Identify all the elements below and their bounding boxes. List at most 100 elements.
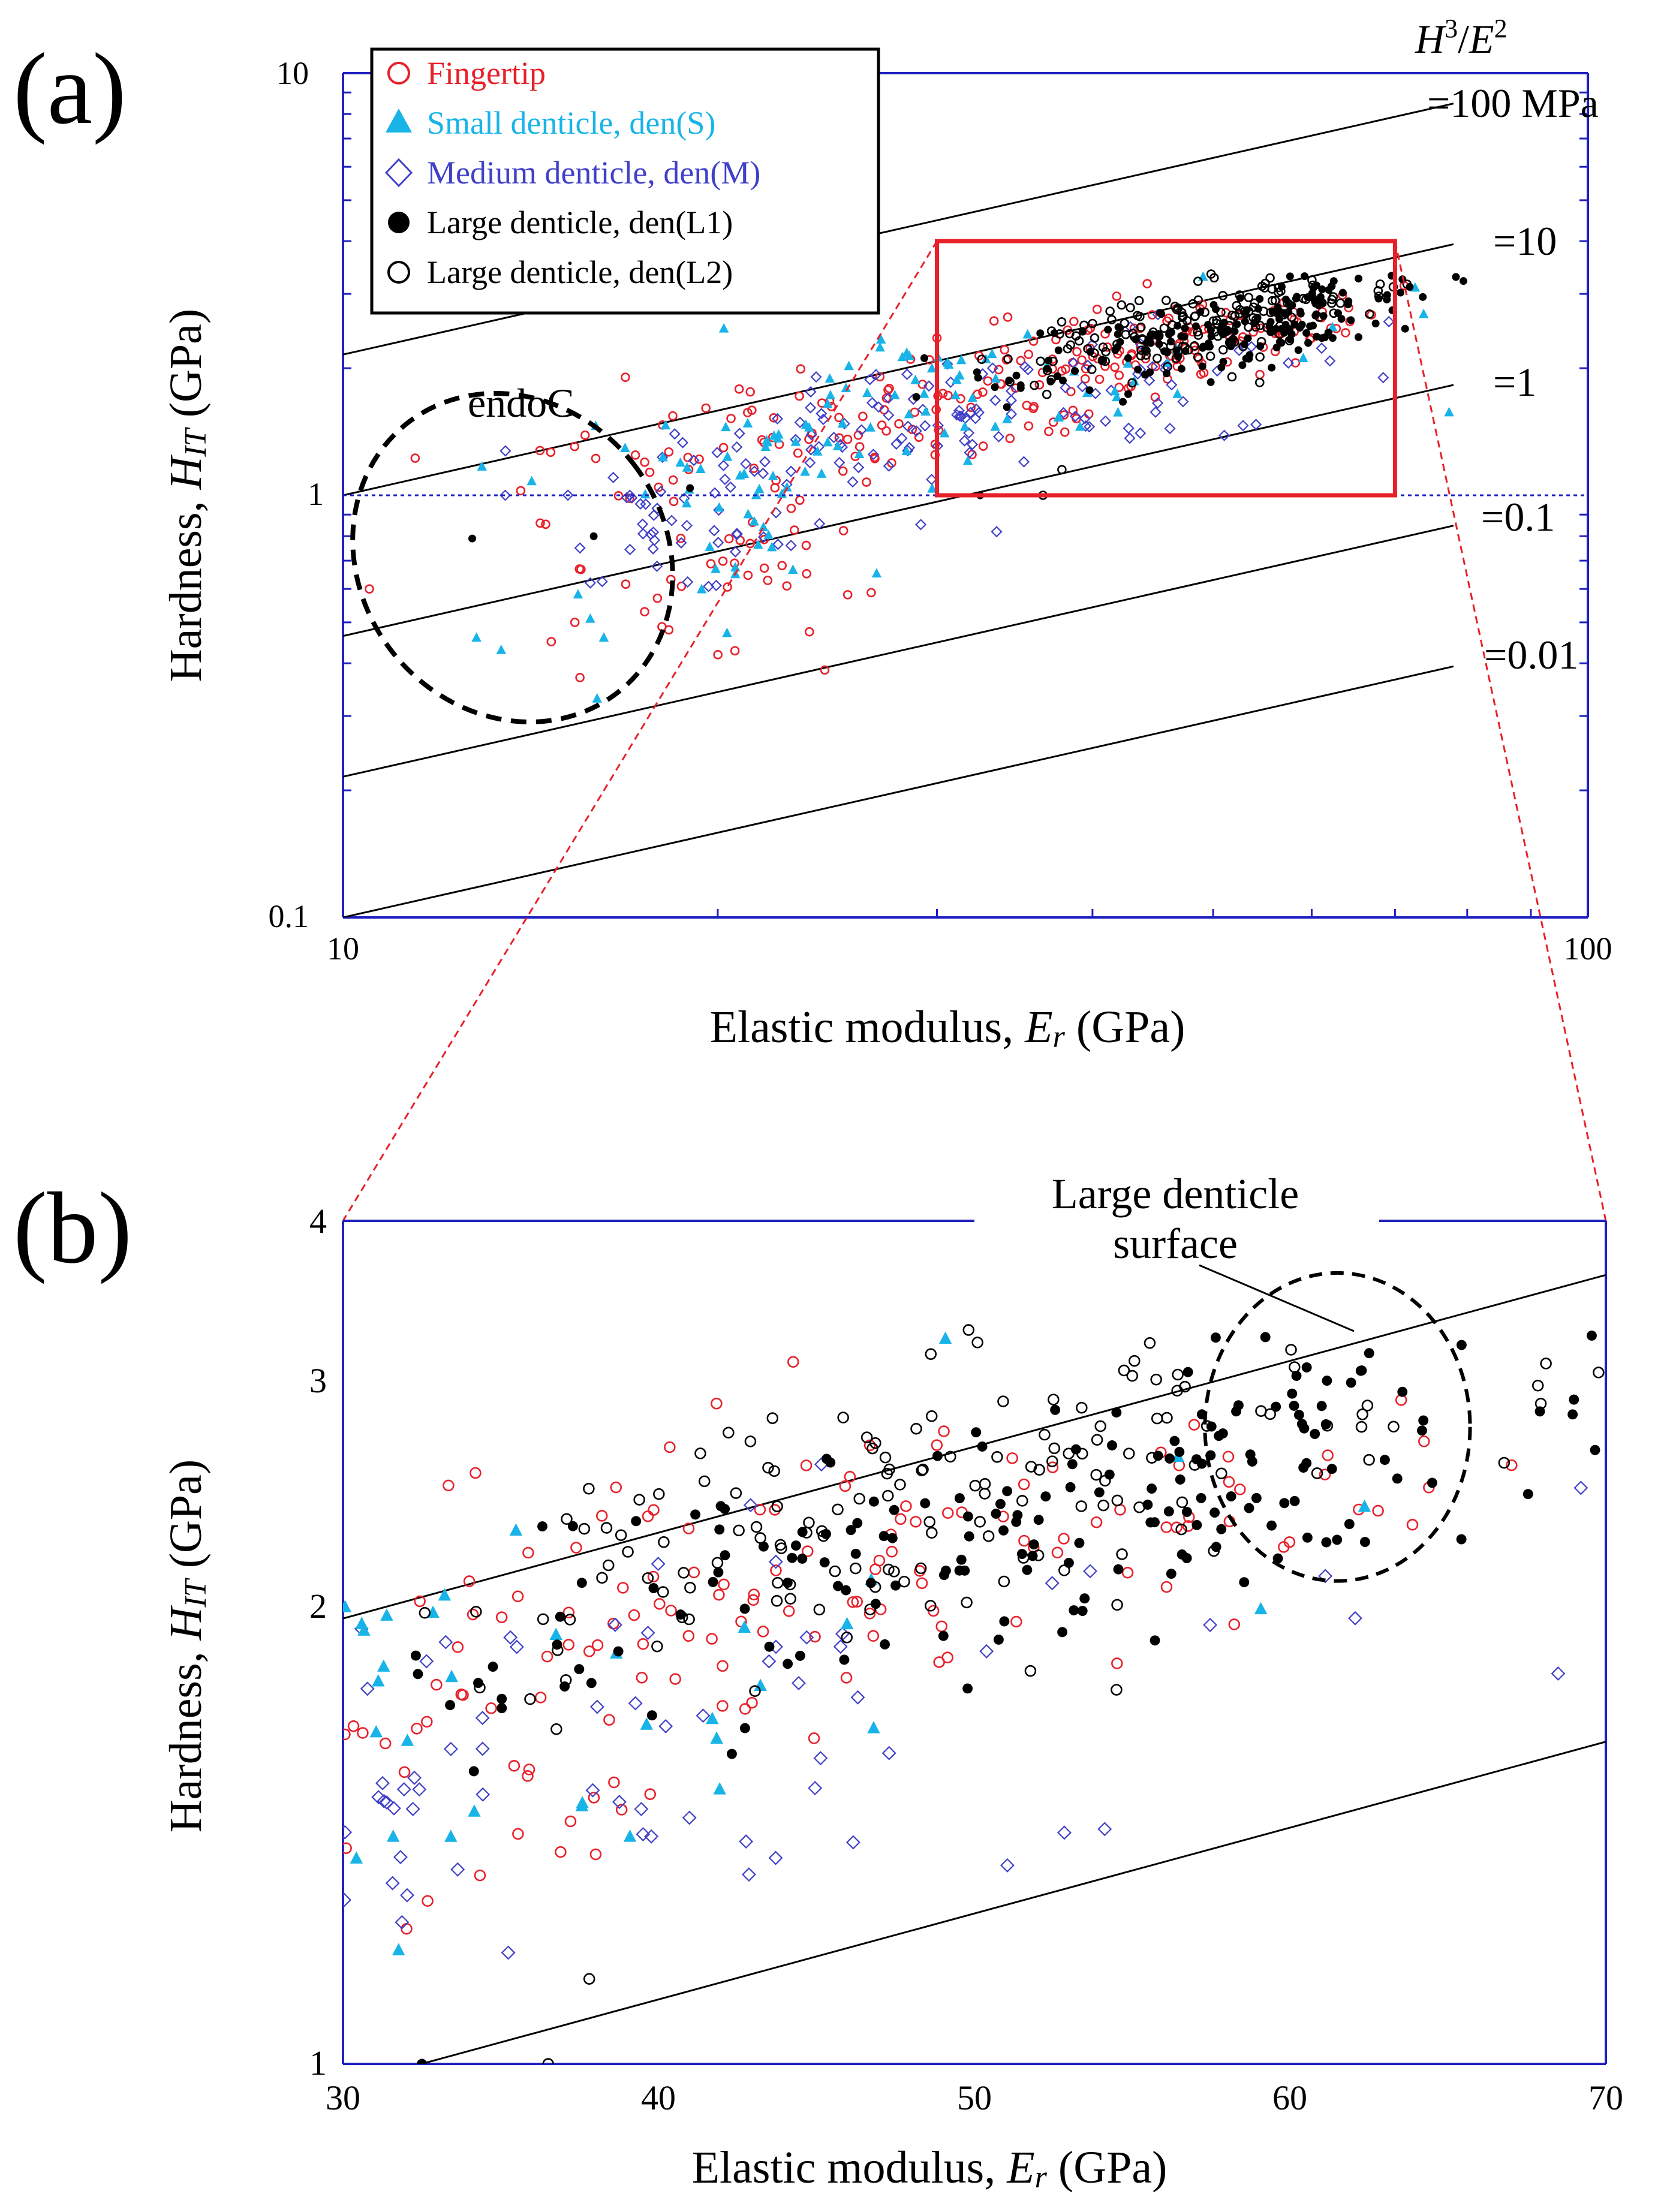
large2-point (1254, 378, 1265, 387)
large1-point (1328, 334, 1337, 342)
large2-point (926, 1527, 938, 1539)
fingertip-point (1114, 371, 1124, 380)
large2-point (1046, 1455, 1058, 1467)
ref-line-0.01mpa (343, 665, 1454, 917)
large2-point (962, 1324, 974, 1336)
medium-point (791, 1676, 806, 1690)
large2-point (1218, 291, 1228, 300)
small-point (832, 441, 843, 450)
large1-point (1198, 362, 1206, 371)
fingertip-point (379, 1737, 392, 1750)
large2-point (1057, 465, 1067, 475)
large2-point (1227, 372, 1237, 382)
large2-point (1048, 1442, 1061, 1455)
large1-point (720, 1550, 730, 1561)
medium-point (412, 1782, 427, 1797)
large2-point (772, 1576, 784, 1589)
large2-point (898, 1575, 910, 1588)
large2-point (813, 1603, 826, 1616)
large2-point (1289, 1361, 1301, 1373)
large2-point (766, 1412, 779, 1424)
large2-point (803, 1516, 815, 1529)
large2-point (1117, 300, 1127, 310)
fingertip-point (801, 540, 811, 550)
medium-point (696, 1708, 711, 1723)
medium-point (805, 444, 817, 456)
medium-point (475, 1741, 490, 1756)
medium-point (1152, 397, 1164, 409)
large2-point (1176, 1496, 1188, 1509)
legend-label-large1: Large denticle, den(L1) (427, 204, 733, 240)
large1-point (1354, 333, 1362, 341)
legend-item-fingertip: Fingertip (387, 55, 546, 91)
large1-point (739, 1603, 750, 1614)
medium-point (762, 1654, 777, 1669)
large2-point (1042, 389, 1052, 399)
medium-point (657, 452, 669, 464)
medium-point (371, 1790, 386, 1805)
small-point (871, 568, 882, 578)
large2-point (749, 1685, 761, 1697)
large1-point (1070, 1444, 1081, 1455)
fingertip-point (1234, 1483, 1246, 1495)
large1-point (445, 1700, 456, 1711)
small-point (721, 422, 731, 432)
medium-point (648, 534, 661, 546)
fingertip-point (723, 582, 732, 592)
large1-point (878, 1531, 889, 1542)
small-point (675, 457, 685, 467)
small-point (468, 1804, 481, 1817)
fingertip-point (1150, 392, 1160, 402)
small-point (623, 1829, 637, 1842)
large1-point (962, 1683, 973, 1694)
large1-point (1347, 316, 1355, 324)
large2-point (1024, 1665, 1037, 1677)
ratio-label-1: =1 (1493, 359, 1536, 405)
fingertip-point (894, 419, 904, 429)
b-ytick-2: 2 (309, 1587, 327, 1626)
medium-point (719, 473, 731, 485)
large1-point (1371, 320, 1380, 328)
fingertip-point (933, 1656, 945, 1668)
large1-point (1211, 1542, 1221, 1552)
fingertip-point (840, 1672, 853, 1684)
large2-point (733, 1524, 745, 1537)
fingertip-point (989, 316, 999, 326)
fingertip-point (664, 447, 674, 457)
fingertip-point (796, 364, 806, 374)
small-point (526, 475, 537, 486)
large1-point (1116, 338, 1124, 346)
medium-point (724, 481, 736, 493)
fingertip-point (591, 1639, 604, 1651)
fingertip-point (535, 446, 545, 456)
fingertip-point (508, 1760, 520, 1772)
legend-item-medium: Medium denticle, den(M) (384, 155, 760, 191)
small-point (1418, 308, 1429, 318)
large2-point (1111, 1599, 1123, 1611)
medium-point (1164, 423, 1176, 435)
large1-point (1119, 398, 1127, 406)
large1-point (675, 1609, 686, 1620)
large2-point (775, 1542, 787, 1554)
large1-point (783, 1659, 793, 1669)
large2-point (881, 1489, 894, 1502)
fingertip-point (575, 673, 585, 682)
large1-point (1181, 347, 1190, 355)
fingertip-point (942, 1507, 954, 1519)
large1-point (1054, 346, 1063, 354)
fingertip-point (682, 1630, 695, 1642)
fingertip-point (862, 477, 871, 487)
fingertip-point (1121, 1566, 1134, 1579)
large1-point (1590, 1444, 1600, 1455)
fingertip-point (343, 1842, 352, 1854)
large2-point (1136, 351, 1146, 361)
large1-point (845, 1525, 856, 1536)
medium-point (915, 519, 927, 531)
fingertip-point (847, 1596, 859, 1608)
large1-point (1065, 1482, 1076, 1492)
large2-point (1162, 296, 1171, 305)
fingertip-point (844, 1471, 856, 1483)
large2-point (1170, 302, 1180, 311)
small-point (314, 520, 324, 530)
large2-point (1250, 298, 1260, 308)
